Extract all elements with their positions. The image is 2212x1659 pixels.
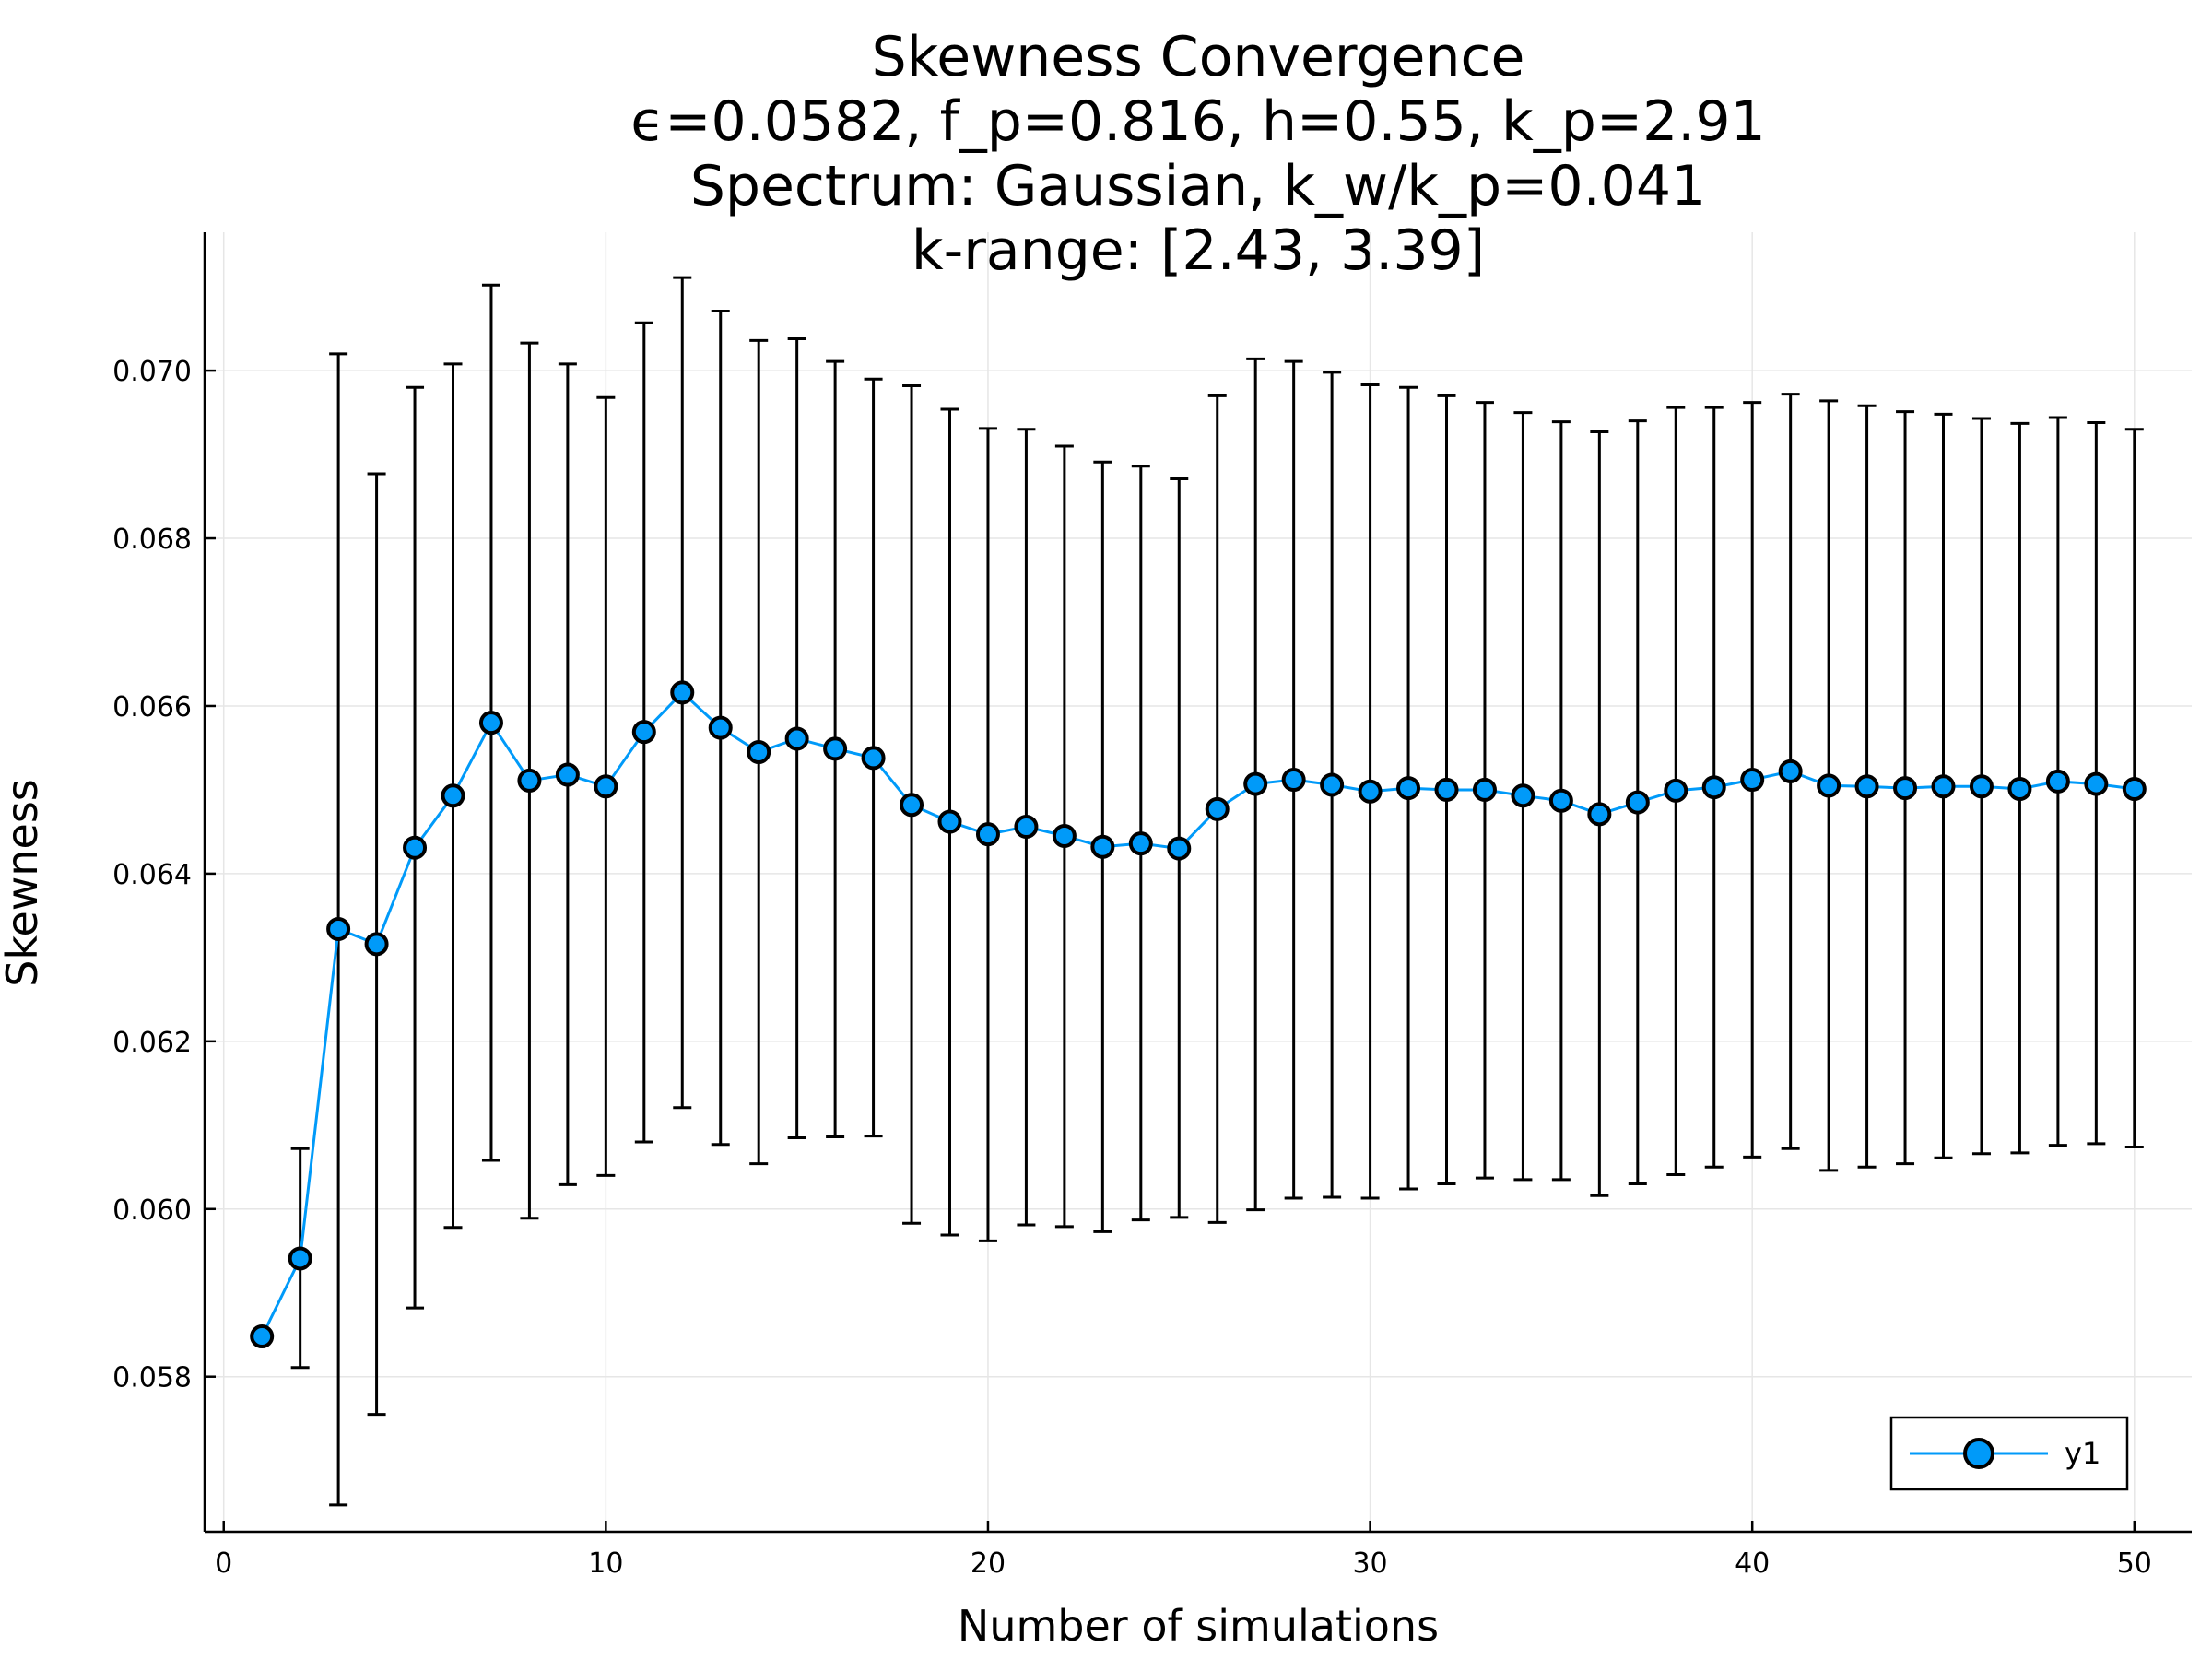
- series-line-y1: [260, 690, 2136, 1337]
- x-tick-label-0: 0: [215, 1547, 232, 1580]
- data-point-9: [555, 762, 580, 787]
- x-tick-label-5: 50: [2117, 1547, 2152, 1580]
- data-point-48: [2045, 769, 2070, 794]
- data-point-14: [747, 740, 771, 764]
- y-tick-label-3: 0.064: [112, 859, 192, 891]
- data-point-45: [1931, 774, 1956, 799]
- x-tick-label-1: 10: [588, 1547, 623, 1580]
- data-point-32: [1434, 777, 1459, 802]
- data-point-27: [1243, 771, 1268, 796]
- data-point-13: [708, 715, 733, 740]
- x-axis-label: Number of simulations: [958, 1601, 1439, 1651]
- data-series: [250, 680, 2147, 1349]
- data-point-16: [823, 736, 848, 761]
- data-point-20: [975, 822, 1000, 847]
- data-point-34: [1511, 783, 1535, 808]
- data-point-11: [631, 720, 656, 745]
- data-point-4: [364, 932, 389, 957]
- data-point-5: [403, 835, 428, 860]
- data-point-3: [326, 916, 351, 941]
- data-point-31: [1396, 776, 1421, 801]
- data-point-19: [937, 809, 962, 834]
- y-tick-label-4: 0.066: [112, 691, 192, 724]
- legend-marker: [1963, 1438, 1994, 1469]
- title-line-1: Skewness Convergence: [872, 25, 1525, 89]
- data-point-37: [1625, 790, 1650, 815]
- data-point-35: [1548, 788, 1573, 813]
- y-tick-label-2: 0.062: [112, 1027, 192, 1059]
- data-point-6: [441, 783, 465, 808]
- x-tick-label-4: 40: [1735, 1547, 1770, 1580]
- data-point-10: [594, 774, 618, 799]
- y-tick-label-1: 0.060: [112, 1194, 192, 1227]
- x-tick-label-2: 20: [971, 1547, 1006, 1580]
- data-point-28: [1281, 768, 1306, 793]
- title-line-4: k-range: [2.43, 3.39]: [912, 218, 1485, 283]
- x-tick-label-3: 30: [1352, 1547, 1387, 1580]
- data-point-39: [1701, 775, 1726, 800]
- data-point-15: [784, 726, 809, 751]
- error-bars: [290, 276, 2144, 1507]
- data-point-44: [1893, 776, 1918, 801]
- legend-label-y1: y1: [2065, 1436, 2100, 1471]
- data-point-8: [517, 768, 542, 793]
- data-point-21: [1014, 814, 1039, 839]
- data-point-41: [1778, 759, 1803, 783]
- data-point-25: [1167, 836, 1192, 861]
- data-point-33: [1472, 777, 1497, 802]
- data-point-49: [2084, 771, 2109, 796]
- data-point-46: [1969, 774, 1994, 799]
- chart-title: Skewness Convergence ϵ=0.0582, f_p=0.816…: [630, 25, 1765, 283]
- data-point-36: [1587, 802, 1612, 827]
- data-point-18: [900, 793, 924, 818]
- data-point-2: [288, 1246, 312, 1271]
- data-point-38: [1664, 778, 1688, 803]
- data-point-7: [478, 711, 503, 735]
- title-line-2: ϵ=0.0582, f_p=0.816, h=0.55, k_p=2.91: [630, 89, 1765, 154]
- data-point-22: [1052, 823, 1077, 848]
- data-point-29: [1320, 772, 1345, 797]
- data-point-50: [2122, 777, 2147, 802]
- axes: [203, 232, 2192, 1534]
- legend: y1: [1889, 1416, 2129, 1491]
- y-tick-label-0: 0.058: [112, 1362, 192, 1394]
- data-point-26: [1205, 796, 1230, 821]
- y-axis-label: Skewness: [0, 779, 47, 987]
- data-point-17: [861, 746, 886, 771]
- data-point-12: [670, 680, 695, 705]
- data-point-43: [1854, 774, 1879, 799]
- x-ticks: 0 10 20 30 40 50: [215, 1521, 2152, 1580]
- data-point-30: [1358, 779, 1382, 804]
- title-line-3: Spectrum: Gaussian, k_w/k_p=0.041: [690, 154, 1706, 218]
- data-point-40: [1740, 768, 1765, 793]
- y-ticks: 0.058 0.060 0.062 0.064 0.066 0.068 0.070: [112, 356, 216, 1394]
- y-tick-label-5: 0.068: [112, 524, 192, 556]
- data-point-23: [1090, 834, 1115, 859]
- y-tick-label-6: 0.070: [112, 356, 192, 388]
- data-point-47: [2007, 777, 2032, 802]
- grid-lines: [205, 232, 2192, 1532]
- data-point-42: [1817, 773, 1841, 798]
- data-point-24: [1128, 831, 1153, 856]
- data-point-1: [250, 1324, 275, 1349]
